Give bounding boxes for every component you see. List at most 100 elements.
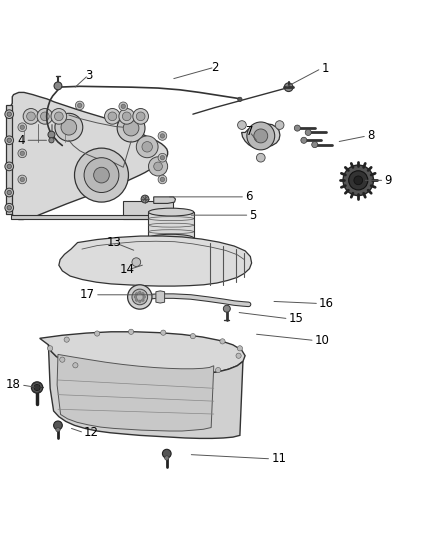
Circle shape <box>61 119 77 135</box>
Circle shape <box>60 357 65 362</box>
Circle shape <box>5 136 14 144</box>
Circle shape <box>7 190 11 195</box>
Text: 3: 3 <box>85 69 92 82</box>
Circle shape <box>119 109 134 124</box>
Circle shape <box>132 258 141 266</box>
Circle shape <box>55 114 83 141</box>
Circle shape <box>105 109 120 124</box>
Circle shape <box>119 102 127 111</box>
Polygon shape <box>59 236 252 286</box>
Circle shape <box>23 109 39 124</box>
Circle shape <box>53 421 62 430</box>
Circle shape <box>64 337 69 342</box>
Circle shape <box>237 346 243 351</box>
Text: 10: 10 <box>315 334 330 347</box>
Circle shape <box>127 285 152 309</box>
Circle shape <box>161 330 166 335</box>
Circle shape <box>18 149 27 158</box>
Circle shape <box>190 334 195 339</box>
Circle shape <box>73 362 78 368</box>
Polygon shape <box>123 201 173 219</box>
Circle shape <box>343 165 374 196</box>
Circle shape <box>128 329 134 334</box>
Circle shape <box>215 367 221 373</box>
Circle shape <box>236 353 241 358</box>
Circle shape <box>47 346 53 351</box>
Circle shape <box>7 112 11 116</box>
Circle shape <box>158 175 167 184</box>
Circle shape <box>294 125 300 131</box>
Circle shape <box>37 109 53 124</box>
Circle shape <box>134 296 137 298</box>
Circle shape <box>75 101 84 110</box>
Circle shape <box>108 112 117 120</box>
Ellipse shape <box>148 235 194 242</box>
Circle shape <box>162 449 171 458</box>
Text: 17: 17 <box>80 288 95 301</box>
Circle shape <box>158 154 167 162</box>
Text: 9: 9 <box>385 174 392 187</box>
Circle shape <box>158 132 167 140</box>
Circle shape <box>354 176 363 184</box>
Circle shape <box>135 293 138 295</box>
Circle shape <box>160 177 165 182</box>
Circle shape <box>143 296 145 298</box>
Circle shape <box>5 204 14 212</box>
Circle shape <box>349 171 368 190</box>
Text: 6: 6 <box>245 190 253 204</box>
Circle shape <box>41 112 49 120</box>
Polygon shape <box>154 197 176 204</box>
Circle shape <box>141 298 144 301</box>
Circle shape <box>7 206 11 210</box>
Circle shape <box>18 123 27 132</box>
Circle shape <box>18 175 27 184</box>
Circle shape <box>238 97 242 102</box>
Text: 2: 2 <box>211 61 219 74</box>
Polygon shape <box>6 106 12 214</box>
Circle shape <box>48 131 55 138</box>
Text: 13: 13 <box>107 236 122 249</box>
Circle shape <box>247 122 275 150</box>
Polygon shape <box>48 345 243 439</box>
Text: 5: 5 <box>250 208 257 222</box>
Circle shape <box>74 148 128 202</box>
Circle shape <box>54 82 62 90</box>
Circle shape <box>132 289 148 305</box>
Text: 11: 11 <box>271 453 286 465</box>
Circle shape <box>220 339 225 344</box>
Text: 12: 12 <box>84 426 99 439</box>
Circle shape <box>160 156 165 160</box>
Text: 15: 15 <box>289 312 304 325</box>
Circle shape <box>84 158 119 192</box>
Circle shape <box>20 177 25 182</box>
Circle shape <box>123 120 139 136</box>
Circle shape <box>20 151 25 156</box>
Circle shape <box>138 292 141 294</box>
Circle shape <box>78 103 82 108</box>
Circle shape <box>94 167 110 183</box>
Circle shape <box>117 114 145 142</box>
Text: 18: 18 <box>6 378 21 391</box>
Ellipse shape <box>148 208 194 216</box>
Circle shape <box>160 134 165 138</box>
Circle shape <box>34 384 40 391</box>
Circle shape <box>256 154 265 162</box>
Circle shape <box>301 137 307 143</box>
Circle shape <box>133 109 148 124</box>
Circle shape <box>95 331 100 336</box>
Polygon shape <box>156 291 165 303</box>
Circle shape <box>138 300 141 303</box>
Polygon shape <box>57 354 214 431</box>
Text: 1: 1 <box>321 62 329 75</box>
Circle shape <box>136 112 145 120</box>
Circle shape <box>237 120 246 130</box>
Circle shape <box>305 130 311 135</box>
Circle shape <box>5 110 14 118</box>
Polygon shape <box>40 332 245 375</box>
Circle shape <box>154 162 162 171</box>
Text: 7: 7 <box>246 125 253 138</box>
Text: 14: 14 <box>120 263 135 277</box>
Circle shape <box>5 162 14 171</box>
Circle shape <box>135 298 138 301</box>
Circle shape <box>7 138 11 142</box>
